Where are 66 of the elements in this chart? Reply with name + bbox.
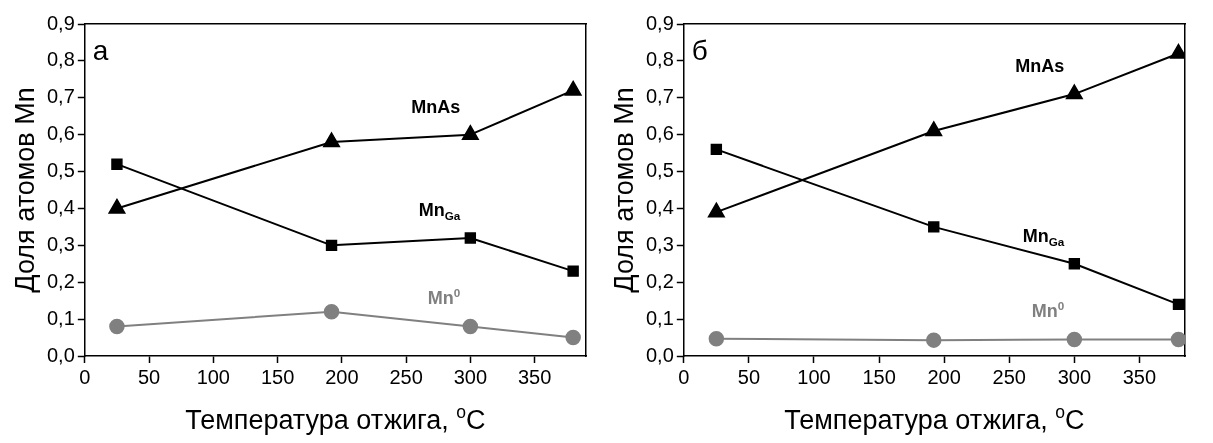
y-tick-label: 0,4 [46,195,75,218]
annotation: б [691,35,708,66]
y-tick-label: 0,1 [645,306,674,329]
y-tick-label: 0,5 [645,159,674,182]
y-tick-label: 0,7 [46,85,75,108]
y-tick-label: 0,6 [46,122,75,145]
annotation: а [92,35,109,66]
x-tick-label: 0 [79,365,91,388]
point [925,121,943,137]
point [464,232,477,244]
y-tick-label: 0,2 [645,269,674,292]
x-tick-label: 150 [260,365,295,388]
point [565,329,581,346]
x-tick-label: 350 [1122,365,1157,388]
y-tick-label: 0,0 [46,343,75,366]
y-tick-label: 0,9 [46,11,75,34]
x-tick-label: 50 [137,365,161,388]
point [1169,43,1185,59]
y-tick-label: 0,8 [645,48,674,71]
y-tick-label: 0,4 [645,195,674,218]
x-tick-label: 200 [927,365,961,388]
y-tick-label: 0,0 [645,343,674,366]
point [708,330,725,347]
point [111,158,123,170]
y-axis-title: Доля атомов Mn [10,87,40,293]
point [1068,258,1081,270]
y-axis-title: Доля атомов Mn [609,87,639,293]
y-tick-label: 0,7 [645,85,674,108]
point [1065,84,1083,100]
y-tick-label: 0,9 [645,11,674,34]
point [1170,331,1185,348]
point [707,202,725,218]
point [567,265,579,277]
point [1172,298,1185,311]
y-tick-label: 0,3 [645,232,674,255]
point [108,198,126,214]
point [462,318,479,335]
y-tick-label: 0,8 [46,48,75,71]
x-tick-label: 150 [862,365,896,388]
series-label: MnAs [1015,56,1065,77]
y-tick-label: 0,1 [46,306,75,329]
point [109,318,125,335]
x-tick-label: 50 [737,365,761,388]
point [564,80,582,96]
point [323,132,341,148]
y-tick-label: 0,6 [645,122,674,145]
y-tick-label: 0,2 [46,269,75,292]
y-tick-label: 0,5 [46,159,75,182]
point [1066,331,1083,348]
y-tick-label: 0,3 [46,232,75,255]
x-tick-label: 350 [517,365,552,388]
x-tick-label: 300 [453,365,488,388]
x-tick-label: 250 [389,365,423,388]
series-label: MnAs [411,96,461,117]
x-tick-label: 100 [196,365,230,388]
point [926,332,942,348]
point [928,221,940,233]
x-tick-label: 100 [797,365,831,388]
point [325,239,338,252]
x-tick-label: 200 [325,365,359,388]
point [323,303,340,320]
x-tick-label: 250 [992,365,1026,388]
point [710,143,723,156]
x-tick-label: 300 [1057,365,1092,388]
x-tick-label: 0 [678,365,690,388]
point [461,124,479,140]
